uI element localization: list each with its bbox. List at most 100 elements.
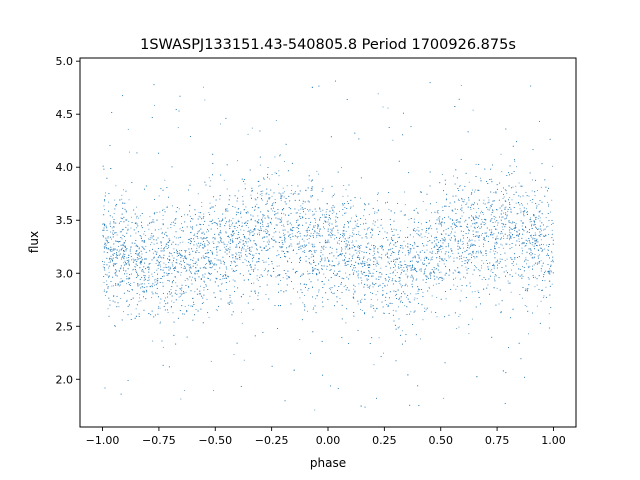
data-point [121, 217, 123, 219]
data-point [419, 338, 421, 340]
data-point [115, 269, 116, 270]
data-point [494, 278, 495, 280]
data-point [236, 254, 238, 256]
data-point [547, 225, 549, 227]
data-point [444, 237, 445, 238]
data-point [214, 210, 215, 212]
data-point [502, 198, 504, 199]
data-point [345, 230, 347, 232]
data-point [179, 253, 181, 255]
data-point [509, 237, 510, 239]
data-point [519, 275, 521, 277]
data-point [113, 248, 115, 250]
data-point [244, 183, 246, 185]
data-point [266, 200, 268, 202]
data-point [349, 265, 351, 267]
data-point [251, 127, 253, 129]
data-point [344, 248, 346, 250]
data-point [121, 258, 122, 260]
data-point [327, 241, 329, 243]
data-point [189, 215, 191, 217]
data-point [315, 210, 317, 212]
data-point [465, 266, 467, 268]
data-point [181, 230, 183, 231]
data-point [529, 221, 531, 223]
data-point [241, 247, 243, 249]
data-point [551, 224, 552, 225]
data-point [155, 292, 157, 294]
data-point [363, 262, 365, 264]
data-point [500, 190, 502, 192]
data-point [154, 250, 156, 252]
data-point [428, 263, 430, 265]
data-point [200, 285, 202, 287]
data-point [394, 263, 396, 265]
data-point [471, 251, 473, 253]
data-point [515, 223, 517, 225]
data-point [485, 223, 487, 225]
data-point [327, 228, 329, 230]
data-point [531, 223, 533, 225]
data-point [395, 275, 397, 276]
data-point [529, 248, 531, 250]
data-point [429, 185, 431, 187]
data-point [251, 268, 253, 270]
data-point [456, 221, 457, 223]
data-point [449, 238, 451, 240]
data-point [232, 271, 234, 272]
data-point [135, 222, 137, 224]
data-point [504, 224, 506, 226]
data-point [193, 263, 195, 264]
data-point [289, 200, 291, 202]
data-point [222, 275, 224, 277]
data-point [181, 223, 183, 225]
data-point [207, 289, 209, 290]
data-point [154, 212, 156, 213]
data-point [201, 233, 203, 235]
data-point [442, 242, 444, 244]
data-point [407, 243, 409, 245]
data-point [507, 280, 509, 282]
data-point [352, 240, 354, 242]
data-point [221, 282, 223, 284]
data-point [166, 235, 168, 237]
data-point [431, 212, 432, 214]
data-point [207, 249, 209, 251]
data-point [260, 226, 261, 228]
data-point [248, 260, 249, 262]
data-point [228, 236, 229, 238]
data-point [186, 263, 188, 265]
data-point [245, 242, 247, 244]
data-point [226, 188, 228, 190]
data-point [285, 198, 287, 200]
data-point [273, 207, 274, 209]
data-point [463, 247, 464, 249]
data-point [322, 297, 324, 298]
data-point [158, 264, 160, 266]
data-point [522, 195, 524, 197]
data-point [471, 243, 473, 245]
data-point [309, 262, 311, 264]
data-point [273, 232, 275, 234]
data-point [319, 207, 321, 209]
data-point [539, 254, 541, 256]
data-point [503, 196, 505, 198]
data-point [182, 230, 184, 231]
data-point [245, 206, 247, 208]
data-point [374, 264, 376, 266]
data-point [136, 272, 138, 274]
data-point [263, 178, 265, 180]
data-point [416, 278, 418, 280]
data-point [521, 247, 523, 249]
data-point [227, 236, 229, 237]
data-point [261, 223, 263, 225]
data-point [137, 255, 139, 257]
data-point [404, 204, 406, 206]
data-point [291, 184, 293, 186]
data-point [127, 262, 129, 264]
data-point [267, 216, 269, 218]
data-point [296, 227, 298, 228]
data-point [358, 283, 360, 285]
data-point [248, 231, 250, 233]
data-point [106, 274, 108, 276]
